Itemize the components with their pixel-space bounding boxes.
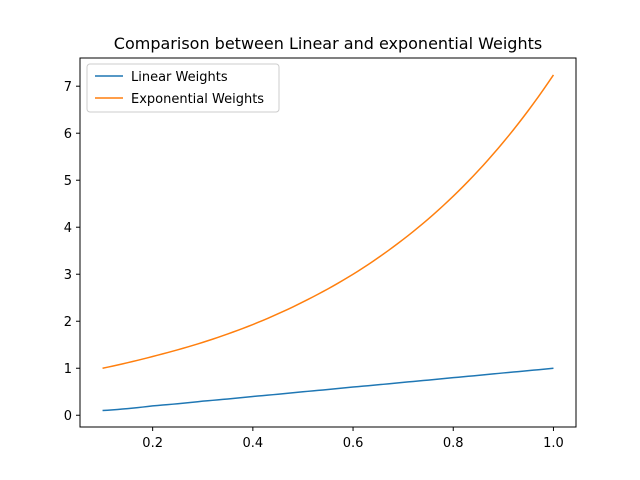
- x-tick-label: 1.0: [543, 436, 564, 451]
- y-tick-label: 2: [64, 315, 72, 330]
- x-tick-label: 0.2: [142, 436, 163, 451]
- legend-box: [86, 63, 280, 113]
- legend-label: Linear Weights: [131, 70, 228, 85]
- legend-label: Exponential Weights: [131, 92, 264, 107]
- y-tick-label: 4: [64, 221, 72, 236]
- chart-title: Comparison between Linear and exponentia…: [114, 34, 542, 53]
- y-tick-label: 3: [64, 268, 72, 283]
- legend: Linear Weights Exponential Weights: [86, 63, 280, 113]
- y-tick-label: 1: [64, 362, 72, 377]
- x-tick-label: 0.8: [443, 436, 464, 451]
- series-line-1: [102, 74, 555, 369]
- y-tick-label: 6: [64, 127, 72, 142]
- series-line-0: [102, 367, 554, 412]
- y-tick-label: 5: [64, 174, 72, 189]
- plot-frame: [79, 57, 577, 428]
- y-tick-label: 7: [64, 80, 72, 95]
- y-tick-label: 0: [64, 409, 72, 424]
- x-tick-label: 0.4: [243, 436, 264, 451]
- x-tick-label: 0.6: [343, 436, 364, 451]
